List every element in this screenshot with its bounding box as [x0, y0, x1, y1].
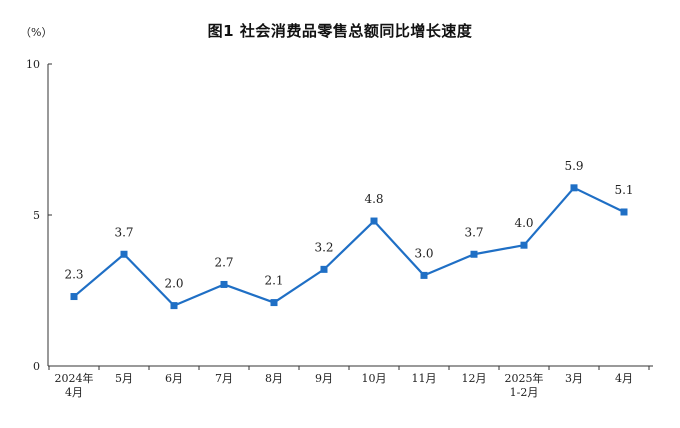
data-label: 4.8 [364, 192, 383, 206]
data-label: 3.7 [114, 225, 133, 239]
data-point-marker [170, 302, 178, 310]
data-label: 5.9 [564, 159, 583, 173]
x-tick-label: 7月 [215, 372, 233, 385]
x-tick-label: 6月 [165, 372, 183, 385]
data-point-marker [70, 293, 78, 301]
x-tick-label: 11月 [412, 372, 437, 385]
x-tick-label: 2024年 4月 [55, 371, 94, 399]
y-tick-labels: 0 5 10 [26, 58, 40, 373]
data-point-marker [220, 280, 228, 288]
y-tick-label: 10 [26, 58, 40, 71]
data-point-marker [420, 271, 428, 279]
x-tick-label: 9月 [315, 372, 333, 385]
series-line-group [73, 186, 625, 307]
y-tick-label: 0 [33, 360, 40, 373]
data-point-marker [320, 265, 328, 273]
x-tick-label: 3月 [565, 372, 583, 385]
data-point-marker [520, 241, 528, 249]
data-label: 2.3 [64, 268, 83, 282]
data-label: 4.0 [514, 216, 533, 230]
x-tick-label: 8月 [265, 372, 283, 385]
data-point-marker [370, 217, 378, 225]
chart-title: 图1 社会消费品零售总额同比增长速度 [207, 22, 473, 40]
data-label: 2.7 [214, 255, 233, 269]
data-point-marker [270, 299, 278, 307]
y-axis-unit-label: （%） [20, 26, 53, 39]
x-tick-label: 10月 [362, 372, 387, 385]
data-labels: 2.3 3.7 2.0 2.7 2.1 3.2 4.8 3.0 3.7 4.0 5.9 5.1 [64, 159, 633, 291]
data-label: 3.0 [414, 246, 433, 260]
data-point-marker [120, 250, 128, 258]
data-point-marker [620, 208, 628, 216]
series-line [73, 186, 625, 307]
data-label: 3.7 [464, 225, 483, 239]
y-tick-label: 5 [33, 209, 40, 222]
data-label: 3.2 [314, 240, 333, 254]
x-tick-labels: 2024年 4月 5月 6月 7月 8月 9月 10月 11月 12月 2025年 1-2月 3月 4月 [55, 371, 634, 399]
data-label: 2.1 [264, 274, 283, 288]
data-point-marker [570, 184, 578, 192]
x-tick-label: 2025年 1-2月 [505, 371, 544, 399]
data-markers [70, 184, 628, 310]
x-tick-label: 12月 [462, 372, 487, 385]
data-label: 2.0 [164, 277, 183, 291]
axes [47, 63, 653, 370]
x-tick-label: 5月 [115, 372, 133, 385]
x-tick-label: 4月 [615, 372, 633, 385]
data-point-marker [470, 250, 478, 258]
data-label: 5.1 [614, 183, 633, 197]
